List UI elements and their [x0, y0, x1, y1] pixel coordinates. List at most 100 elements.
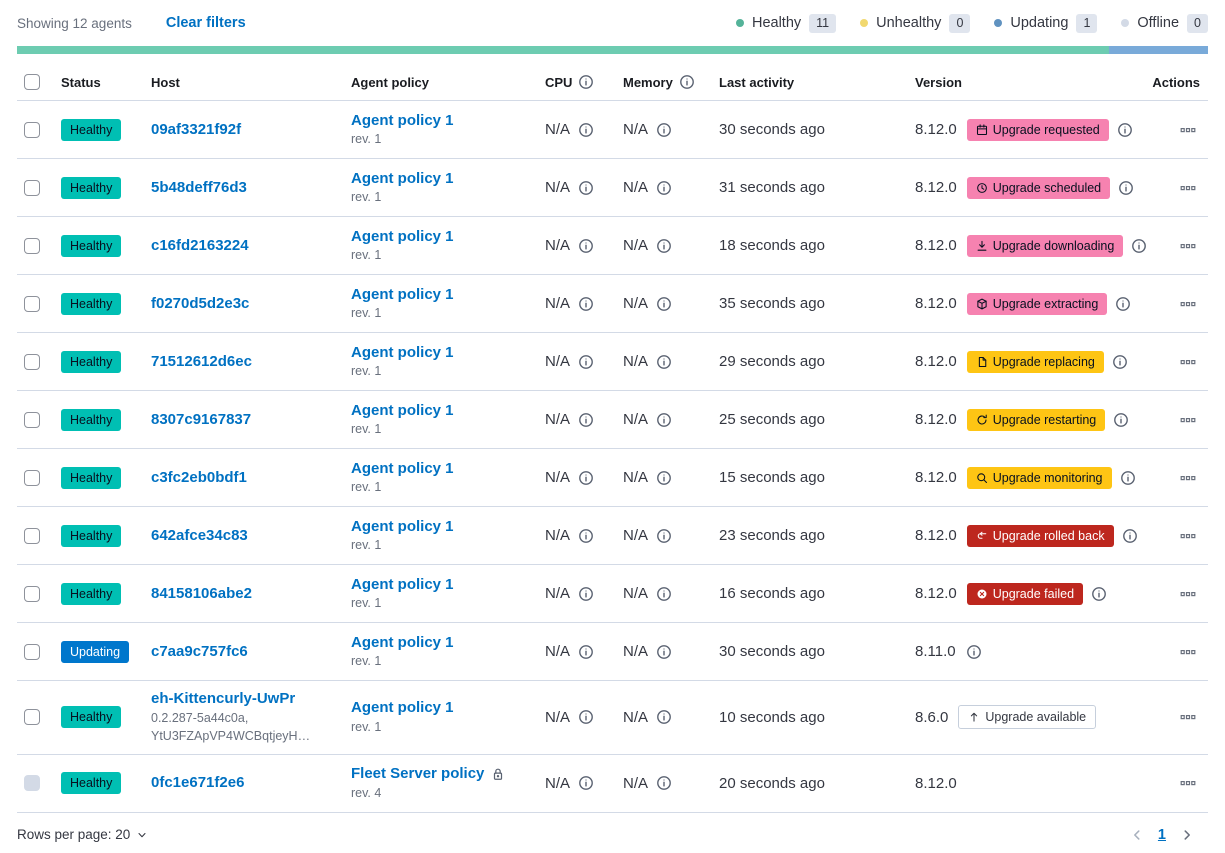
rows-per-page-button[interactable]: Rows per page: 20 — [17, 827, 148, 842]
row-actions-button[interactable] — [1180, 709, 1196, 725]
agent-policy-link[interactable]: Agent policy 1 — [351, 459, 454, 477]
row-actions-button[interactable] — [1180, 775, 1196, 791]
agent-policy-link[interactable]: Agent policy 1 — [351, 517, 454, 535]
agent-policy-link[interactable]: Agent policy 1 — [351, 169, 454, 187]
agent-policy-link[interactable]: Fleet Server policy — [351, 765, 485, 782]
host-link[interactable]: 84158106abe2 — [151, 584, 252, 602]
row-checkbox[interactable] — [24, 237, 40, 254]
agent-policy-link[interactable]: Agent policy 1 — [351, 699, 454, 717]
row-actions-button[interactable] — [1180, 586, 1196, 602]
info-icon[interactable] — [656, 470, 672, 486]
row-checkbox[interactable] — [24, 643, 40, 660]
info-icon[interactable] — [966, 644, 982, 660]
info-icon[interactable] — [1091, 586, 1107, 602]
row-checkbox[interactable] — [24, 353, 40, 370]
info-icon[interactable] — [578, 586, 594, 602]
row-actions-button[interactable] — [1180, 122, 1196, 138]
info-icon[interactable] — [578, 354, 594, 370]
agent-policy-link[interactable]: Agent policy 1 — [351, 227, 454, 245]
row-actions-button[interactable] — [1180, 470, 1196, 486]
info-icon[interactable] — [1113, 412, 1129, 428]
row-actions-button[interactable] — [1180, 180, 1196, 196]
info-icon[interactable] — [656, 412, 672, 428]
info-icon[interactable] — [578, 470, 594, 486]
host-link[interactable]: c16fd2163224 — [151, 236, 249, 254]
info-icon[interactable] — [656, 709, 672, 725]
info-icon[interactable] — [656, 644, 672, 660]
agent-status-bar[interactable] — [17, 46, 1208, 54]
info-icon[interactable] — [656, 528, 672, 544]
info-icon[interactable] — [656, 122, 672, 138]
info-icon[interactable] — [656, 586, 672, 602]
row-actions-button[interactable] — [1180, 296, 1196, 312]
info-icon[interactable] — [1115, 296, 1131, 312]
info-icon[interactable] — [578, 412, 594, 428]
host-link[interactable]: 5b48deff76d3 — [151, 178, 247, 196]
agent-policy-link[interactable]: Agent policy 1 — [351, 111, 454, 129]
cpu-cell: N/A — [541, 159, 619, 216]
table-header-row: Status Host Agent policy CPU Memory Last acti… — [17, 64, 1208, 101]
agent-policy-link[interactable]: Agent policy 1 — [351, 401, 454, 419]
row-checkbox[interactable] — [24, 469, 40, 486]
last-activity-value: 10 seconds ago — [719, 708, 825, 726]
info-icon[interactable] — [656, 180, 672, 196]
host-link[interactable]: 8307c9167837 — [151, 410, 252, 428]
agent-policy-link[interactable]: Agent policy 1 — [351, 343, 454, 361]
info-icon[interactable] — [578, 775, 594, 791]
info-icon[interactable] — [578, 238, 594, 254]
info-icon[interactable] — [1117, 122, 1133, 138]
agent-row: Healthy 09af3321f92f Agent policy 1 rev. 1 N… — [17, 101, 1208, 159]
host-link[interactable]: 71512612d6ec — [151, 352, 252, 370]
row-checkbox[interactable] — [24, 527, 40, 544]
next-page-button[interactable] — [1180, 828, 1194, 842]
host-link[interactable]: 642afce34c83 — [151, 526, 248, 544]
row-actions-button[interactable] — [1180, 412, 1196, 428]
row-actions-button[interactable] — [1180, 354, 1196, 370]
info-icon[interactable] — [578, 74, 594, 90]
clear-filters-link[interactable]: Clear filters — [165, 15, 246, 31]
row-checkbox[interactable] — [24, 121, 40, 138]
host-link[interactable]: 0fc1e671f2e6 — [151, 774, 245, 792]
select-all-checkbox[interactable] — [24, 74, 40, 90]
info-icon[interactable] — [679, 74, 695, 90]
row-checkbox[interactable] — [24, 179, 40, 196]
row-checkbox[interactable] — [24, 411, 40, 428]
info-icon[interactable] — [656, 775, 672, 791]
previous-page-button[interactable] — [1130, 828, 1144, 842]
info-icon[interactable] — [578, 644, 594, 660]
info-icon[interactable] — [1112, 354, 1128, 370]
row-checkbox[interactable] — [24, 709, 40, 726]
host-link[interactable]: f0270d5d2e3c — [151, 294, 250, 312]
info-icon[interactable] — [578, 709, 594, 725]
info-icon[interactable] — [578, 180, 594, 196]
info-icon[interactable] — [656, 238, 672, 254]
info-icon[interactable] — [578, 296, 594, 312]
version-value: 8.12.0 — [915, 527, 957, 544]
host-link[interactable]: eh-Kittencurly-UwPr — [151, 690, 296, 707]
info-icon[interactable] — [578, 122, 594, 138]
row-checkbox[interactable] — [24, 585, 40, 602]
agent-policy-link[interactable]: Agent policy 1 — [351, 285, 454, 303]
row-actions-button[interactable] — [1180, 238, 1196, 254]
info-icon[interactable] — [656, 354, 672, 370]
version-value: 8.11.0 — [915, 643, 956, 660]
page-number[interactable]: 1 — [1157, 826, 1166, 843]
host-link[interactable]: c3fc2eb0bdf1 — [151, 468, 247, 486]
host-link[interactable]: c7aa9c757fc6 — [151, 642, 248, 660]
info-icon[interactable] — [1122, 528, 1138, 544]
info-icon[interactable] — [1131, 238, 1147, 254]
row-checkbox[interactable] — [24, 295, 40, 312]
agent-policy-link[interactable]: Agent policy 1 — [351, 633, 454, 651]
agent-policy-link[interactable]: Agent policy 1 — [351, 575, 454, 593]
host-link[interactable]: 09af3321f92f — [151, 120, 242, 138]
info-icon[interactable] — [1118, 180, 1134, 196]
info-icon[interactable] — [656, 296, 672, 312]
version-cell: 8.12.0 Upgrade replacing — [911, 333, 1152, 390]
policy-revision: rev. 1 — [351, 422, 382, 436]
info-icon[interactable] — [578, 528, 594, 544]
cpu-value: N/A — [545, 295, 571, 312]
info-icon[interactable] — [1120, 470, 1136, 486]
row-actions-button[interactable] — [1180, 644, 1196, 660]
row-actions-button[interactable] — [1180, 528, 1196, 544]
